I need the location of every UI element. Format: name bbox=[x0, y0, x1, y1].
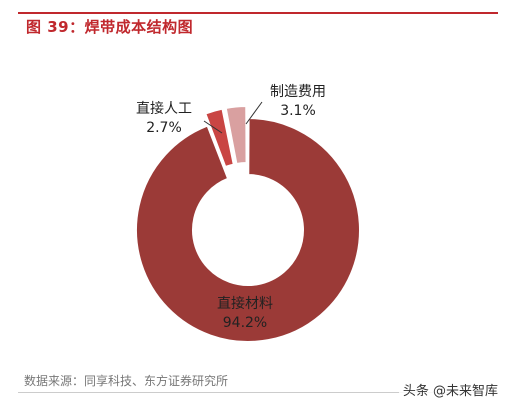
slice-label-direct-material: 直接材料 94.2% bbox=[205, 295, 285, 333]
slice-label-direct-labor: 直接人工 2.7% bbox=[128, 100, 200, 138]
slice-value-direct-labor: 2.7% bbox=[146, 120, 182, 136]
slice-direct-material bbox=[135, 116, 361, 343]
watermark: 头条 @未来智库 bbox=[398, 379, 502, 400]
leader-line-manufacturing-cost bbox=[245, 101, 263, 125]
slice-value-manufacturing-cost: 3.1% bbox=[280, 103, 316, 119]
source-note: 数据来源：同享科技、东方证券研究所 bbox=[24, 374, 229, 388]
slice-label-manufacturing-cost: 制造费用 3.1% bbox=[262, 83, 334, 121]
chart-title: 图 39：焊带成本结构图 bbox=[26, 18, 194, 36]
slice-direct-labor bbox=[204, 107, 235, 169]
slice-name-manufacturing-cost: 制造费用 bbox=[270, 84, 326, 100]
slice-manufacturing-cost bbox=[224, 105, 248, 166]
leader-line-direct-labor bbox=[203, 120, 223, 134]
slice-name-direct-labor: 直接人工 bbox=[136, 101, 192, 117]
slice-name-direct-material: 直接材料 bbox=[217, 296, 273, 312]
top-rule bbox=[18, 12, 498, 14]
slice-value-direct-material: 94.2% bbox=[222, 315, 268, 331]
bottom-rule bbox=[18, 392, 498, 393]
